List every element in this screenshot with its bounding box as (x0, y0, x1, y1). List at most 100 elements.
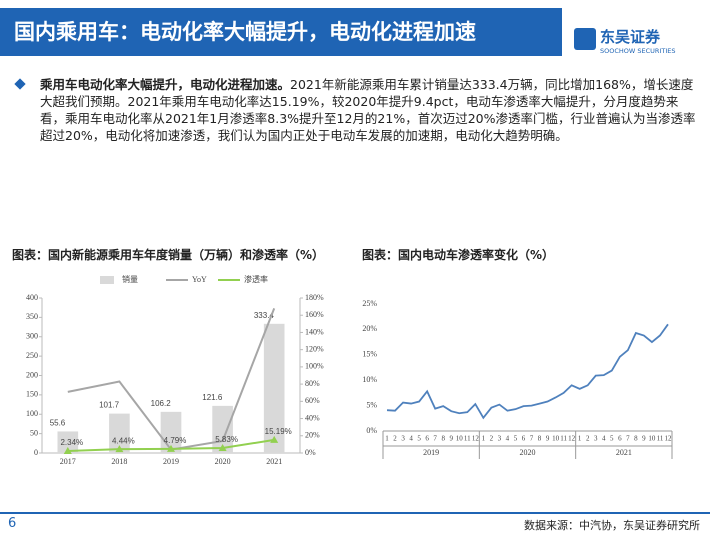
x-tick-label: 4 (409, 435, 413, 443)
x-tick-label: 2 (490, 435, 494, 443)
x-tick-label: 9 (642, 435, 646, 443)
x-tick-label: 3 (498, 435, 502, 443)
header-title: 国内乘用车：电动化率大幅提升，电动化进程加速 (0, 8, 562, 56)
logo-text: 东吴证券 (600, 28, 661, 46)
bar (57, 431, 79, 453)
y-tick-label: 25% (362, 299, 377, 308)
x-tick-label: 10 (456, 435, 464, 443)
point-label: 4.44% (112, 436, 135, 445)
x-tick-label: 2021 (266, 457, 282, 466)
y-tick-label: 15% (362, 350, 377, 359)
y-tick-label: 0% (366, 426, 377, 435)
x-tick-label: 2017 (60, 457, 76, 466)
charts: 0501001502002503003504000%20%40%60%80%10… (26, 274, 673, 466)
x-tick-label: 7 (530, 435, 534, 443)
x-tick-label: 1 (385, 435, 389, 443)
legend-label: YoY (192, 275, 207, 284)
y-tick-label: 400 (26, 293, 38, 302)
x-tick-label: 11 (464, 435, 471, 443)
y2-tick-label: 60% (305, 396, 320, 405)
bar-label: 106.2 (151, 399, 172, 408)
x-tick-label: 1 (578, 435, 582, 443)
bar-label: 55.6 (50, 419, 66, 428)
point (63, 446, 72, 454)
x-tick-label: 6 (618, 435, 622, 443)
legend-label: 渗透率 (244, 274, 268, 284)
bullet-bold: 乘用车电动化率大幅提升，电动化进程加速。 (40, 77, 291, 92)
line (386, 323, 669, 420)
footer-line (0, 512, 710, 514)
x-tick-label: 5 (610, 435, 614, 443)
point-label: 15.19% (265, 427, 292, 436)
y2-tick-label: 20% (305, 431, 320, 440)
x-tick-label: 11 (657, 435, 664, 443)
x-group-label: 2020 (520, 448, 536, 457)
x-tick-label: 8 (441, 435, 445, 443)
y2-tick-label: 120% (305, 344, 324, 353)
x-tick-label: 12 (472, 435, 480, 443)
x-group-label: 2019 (423, 448, 439, 457)
bar (263, 323, 285, 453)
y-tick-label: 150 (26, 390, 38, 399)
y-tick-label: 250 (26, 351, 38, 360)
x-group-label: 2021 (616, 448, 632, 457)
chart-title: 图表：国内电动车渗透率变化（%） (362, 248, 555, 262)
logo-en: SOOCHOW SECURITIES (600, 47, 676, 55)
bar-label: 101.7 (99, 401, 120, 410)
point (270, 435, 279, 443)
x-tick-label: 3 (401, 435, 405, 443)
x-tick-label: 7 (626, 435, 630, 443)
x-tick-label: 8 (538, 435, 542, 443)
x-tick-label: 9 (449, 435, 453, 443)
bullet-text: 乘用车电动化率大幅提升，电动化进程加速。2021年新能源乘用车累计销量达333.… (40, 76, 700, 144)
y2-tick-label: 180% (305, 293, 324, 302)
legend-swatch (100, 276, 114, 284)
x-tick-label: 6 (522, 435, 526, 443)
y-tick-label: 10% (362, 375, 377, 384)
point (115, 445, 124, 453)
x-tick-label: 3 (594, 435, 598, 443)
x-tick-label: 4 (602, 435, 606, 443)
y-tick-label: 300 (26, 332, 38, 341)
chart-title: 图表：国内新能源乘用车年度销量（万辆）和渗透率（%） (12, 248, 325, 262)
bar-label: 333.4 (254, 311, 275, 320)
y-tick-label: 5% (366, 400, 377, 409)
x-tick-label: 4 (506, 435, 510, 443)
point (167, 444, 175, 452)
y2-tick-label: 160% (305, 310, 324, 319)
y-tick-label: 50 (30, 428, 38, 437)
bar-label: 121.6 (202, 393, 223, 402)
x-tick-label: 10 (552, 435, 560, 443)
y2-tick-label: 100% (305, 362, 324, 371)
point (218, 443, 227, 451)
x-tick-label: 7 (433, 435, 437, 443)
x-tick-label: 2 (393, 435, 397, 443)
bullet-body: 2021年新能源乘用车累计销量达333.4万辆，同比增加168%，增长速度大超我… (40, 77, 696, 143)
x-tick-label: 9 (546, 435, 550, 443)
point-label: 5.83% (215, 435, 238, 444)
x-tick-label: 2 (586, 435, 590, 443)
bar (109, 413, 130, 453)
point-label: 2.34% (60, 438, 83, 447)
x-tick-label: 1 (482, 435, 486, 443)
point-label: 4.79% (164, 436, 187, 445)
x-tick-label: 2018 (111, 457, 127, 466)
x-tick-label: 5 (417, 435, 421, 443)
x-tick-label: 2020 (215, 457, 231, 466)
x-tick-label: 10 (648, 435, 656, 443)
page-number: 6 (8, 516, 17, 531)
source: 数据来源：中汽协，东吴证券研究所 (524, 519, 700, 532)
logo: 东吴证券 SOOCHOW SECURITIES (572, 26, 702, 55)
y-tick-label: 0 (34, 448, 38, 457)
y2-tick-label: 80% (305, 379, 320, 388)
legend-label: 销量 (122, 274, 138, 284)
y-tick-label: 350 (26, 312, 38, 321)
y2-tick-label: 0% (305, 448, 316, 457)
x-tick-label: 11 (560, 435, 567, 443)
y-tick-label: 20% (362, 324, 377, 333)
x-tick-label: 5 (514, 435, 518, 443)
y-tick-label: 100 (26, 409, 38, 418)
x-tick-label: 12 (568, 435, 576, 443)
x-tick-label: 12 (664, 435, 672, 443)
